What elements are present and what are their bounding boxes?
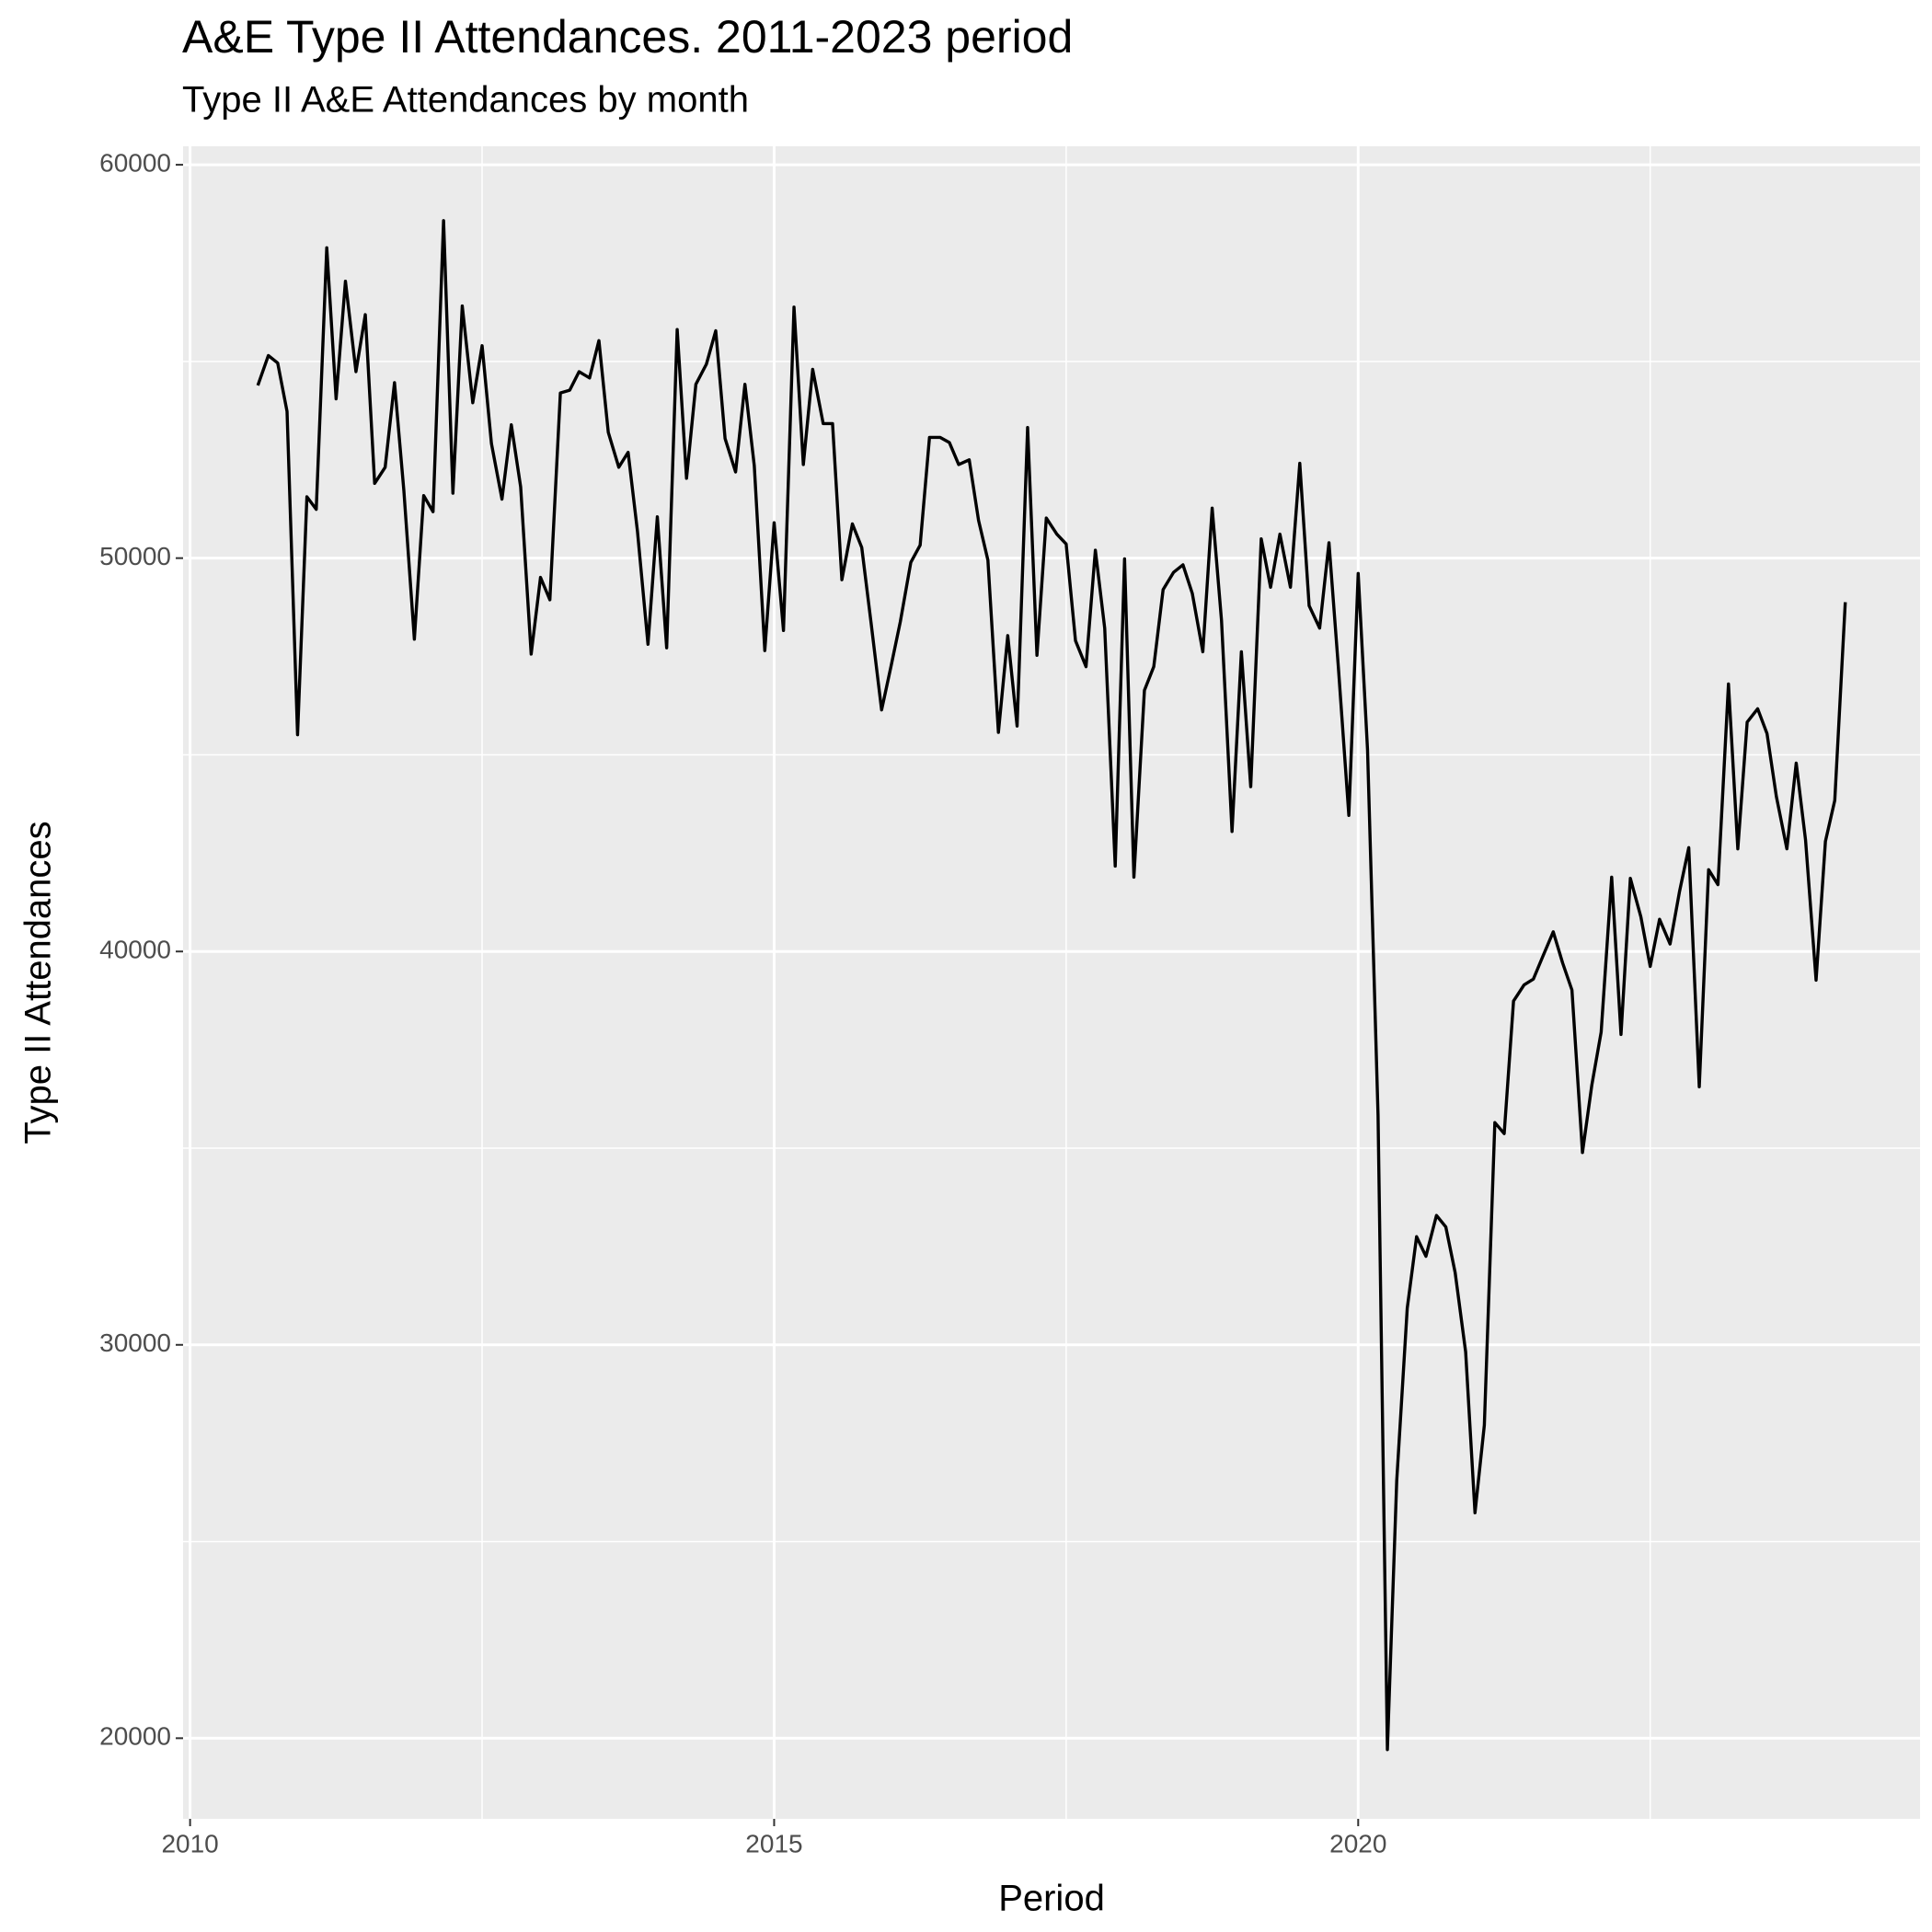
grid (183, 146, 1920, 1819)
y-tick-label: 20000 (99, 1722, 171, 1751)
x-tick-label: 2015 (745, 1829, 802, 1857)
y-tick-label: 60000 (99, 148, 171, 177)
y-axis-title: Type II Attendances (18, 821, 59, 1144)
chart-subtitle: Type II A&E Attendances by month (182, 80, 749, 121)
y-tick-label: 30000 (99, 1328, 171, 1357)
x-tick-label: 2020 (1329, 1829, 1386, 1857)
data-line (256, 219, 1847, 1752)
y-tick-label: 40000 (99, 936, 171, 964)
x-axis-title: Period (998, 1879, 1105, 1919)
y-tick-label: 50000 (99, 542, 171, 570)
x-tick-label: 2010 (161, 1829, 218, 1857)
panel (183, 146, 1920, 1819)
chart-title: A&E Type II Attendances. 2011-2023 perio… (182, 11, 1073, 63)
